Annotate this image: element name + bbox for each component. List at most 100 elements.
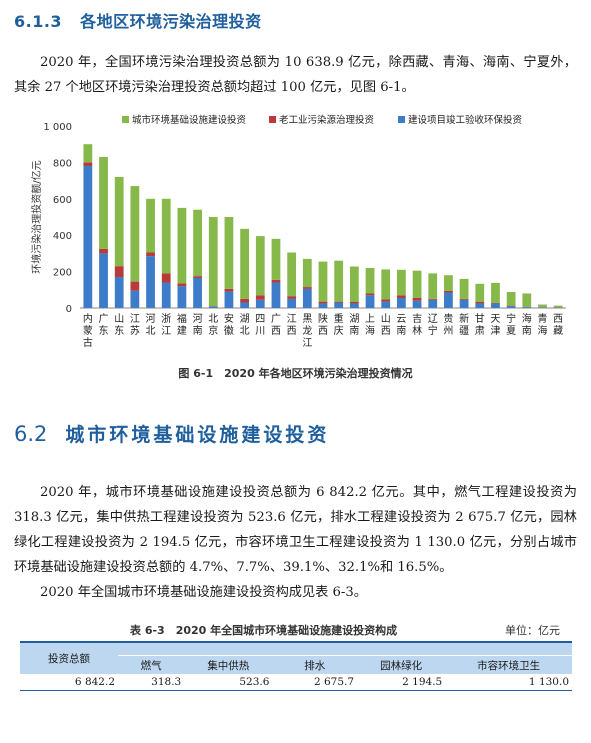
- x-tick-label: 海: [537, 324, 547, 337]
- bar-segment: [83, 166, 93, 308]
- bar-segment: [83, 162, 93, 167]
- bar-segment: [459, 278, 469, 299]
- bar-segment: [491, 282, 500, 303]
- x-tick-label: 藏: [553, 325, 563, 337]
- bar-segment: [271, 282, 281, 308]
- x-tick-label: 湖: [240, 313, 250, 325]
- bar-segment: [412, 270, 422, 298]
- x-tick-label: 江: [302, 337, 312, 349]
- x-tick-label: 广: [99, 313, 109, 325]
- section-title: 各地区环境污染治理投资: [80, 12, 262, 31]
- bar-segment: [381, 299, 391, 302]
- x-tick-label: 天: [490, 314, 500, 325]
- bar-segment: [428, 273, 438, 299]
- section-heading: 6.1.3 各地区环境污染治理投资: [14, 8, 262, 32]
- x-tick-label: 贵: [443, 312, 453, 325]
- cell-landscaping: 2 194.5: [357, 674, 446, 691]
- header-sanitation: 市容环境卫生: [445, 655, 572, 674]
- x-tick-label: 广: [271, 313, 281, 325]
- bar-segment: [161, 282, 171, 308]
- bar-segment: [365, 295, 375, 308]
- bar-segment: [146, 252, 155, 257]
- bar-segment: [334, 301, 344, 303]
- x-tick-label: 西: [553, 314, 563, 325]
- x-tick-label: 川: [255, 326, 265, 337]
- x-tick-label: 河: [193, 313, 203, 325]
- x-tick-label: 安: [224, 312, 234, 325]
- header-spacer: [118, 642, 572, 656]
- bar-segment: [334, 302, 344, 308]
- figure-caption: 图 6-1 2020 年各地区环境污染治理投资情况: [178, 367, 413, 380]
- y-tick-label: 600: [53, 195, 72, 206]
- bar-segment: [161, 198, 171, 274]
- bar-segment: [99, 248, 108, 254]
- x-tick-label: 新: [459, 312, 469, 325]
- x-tick-label: 西: [287, 326, 297, 337]
- x-tick-label: 湖: [349, 313, 359, 325]
- bar-segment: [146, 256, 155, 308]
- x-tick-label: 山: [381, 313, 391, 325]
- legend-label: 建设项目竣工验收环保投资: [408, 114, 523, 126]
- investment-table: 投资总额 燃气 集中供热 排水 园林绿化 市容环境卫生 6 842.2 318.…: [20, 641, 572, 691]
- bar-segment: [349, 303, 359, 308]
- table-unit: 单位：亿元: [505, 624, 560, 637]
- x-tick-label: 夏: [506, 325, 516, 337]
- legend-label: 老工业污染源治理投资: [279, 114, 375, 126]
- bar-segment: [459, 298, 469, 300]
- bar-segment: [287, 296, 297, 299]
- bar-segment: [396, 297, 406, 308]
- bar-segment: [193, 209, 202, 277]
- cell-total: 6 842.2: [20, 674, 118, 691]
- bar-segment: [459, 299, 469, 308]
- bar-segment: [99, 253, 108, 308]
- bar-segment: [412, 300, 422, 308]
- x-tick-label: 古: [83, 336, 93, 349]
- y-tick-label: 0: [66, 304, 72, 315]
- cell-sanitation: 1 130.0: [445, 674, 572, 691]
- bar-segment: [302, 258, 312, 288]
- section2-title: 城市环境基础设施建设投资: [65, 424, 330, 446]
- x-tick-label: 海: [365, 324, 375, 337]
- bar-segment: [428, 299, 438, 308]
- x-tick-label: 北: [208, 313, 218, 325]
- bar-segment: [240, 228, 250, 299]
- table-row: 6 842.2 318.3 523.6 2 675.7 2 194.5 1 13…: [20, 674, 572, 691]
- x-tick-label: 南: [522, 324, 532, 337]
- bar-segment: [318, 261, 328, 302]
- x-tick-label: 江: [287, 313, 297, 325]
- x-tick-label: 河: [146, 313, 156, 325]
- bar-segment: [334, 260, 344, 302]
- header-heating: 集中供热: [184, 655, 273, 674]
- legend-swatch: [122, 116, 129, 123]
- bar-segment: [255, 299, 265, 308]
- bar-segment: [349, 266, 359, 302]
- section2-heading: 6.2 城市环境基础设施建设投资: [14, 420, 329, 447]
- bar-segment: [114, 277, 124, 308]
- bar-segment: [538, 307, 547, 308]
- x-tick-label: 东: [114, 324, 124, 337]
- x-tick-label: 甘: [475, 312, 485, 325]
- y-tick-label: 400: [53, 231, 72, 242]
- bar-segment: [365, 267, 375, 294]
- bar-segment: [553, 305, 563, 308]
- x-tick-label: 山: [114, 313, 124, 325]
- x-tick-label: 西: [381, 326, 391, 337]
- x-tick-label: 江: [130, 313, 140, 325]
- x-tick-label: 东: [99, 324, 109, 337]
- bar-segment: [271, 238, 281, 280]
- bar-segment: [271, 279, 281, 283]
- x-tick-label: 龙: [302, 324, 312, 337]
- x-tick-label: 辽: [428, 313, 438, 325]
- cell-drainage: 2 675.7: [272, 674, 358, 691]
- bar-segment: [365, 293, 375, 296]
- bar-segment: [130, 290, 140, 308]
- x-tick-label: 建: [177, 324, 187, 337]
- bar-segment: [130, 281, 140, 291]
- bar-segment: [444, 290, 453, 293]
- bar-segment: [491, 302, 500, 304]
- bar-segment: [444, 275, 453, 291]
- x-tick-label: 北: [240, 325, 250, 337]
- x-tick-label: 海: [522, 312, 532, 325]
- bar-segment: [396, 269, 406, 296]
- x-tick-label: 宁: [506, 312, 516, 325]
